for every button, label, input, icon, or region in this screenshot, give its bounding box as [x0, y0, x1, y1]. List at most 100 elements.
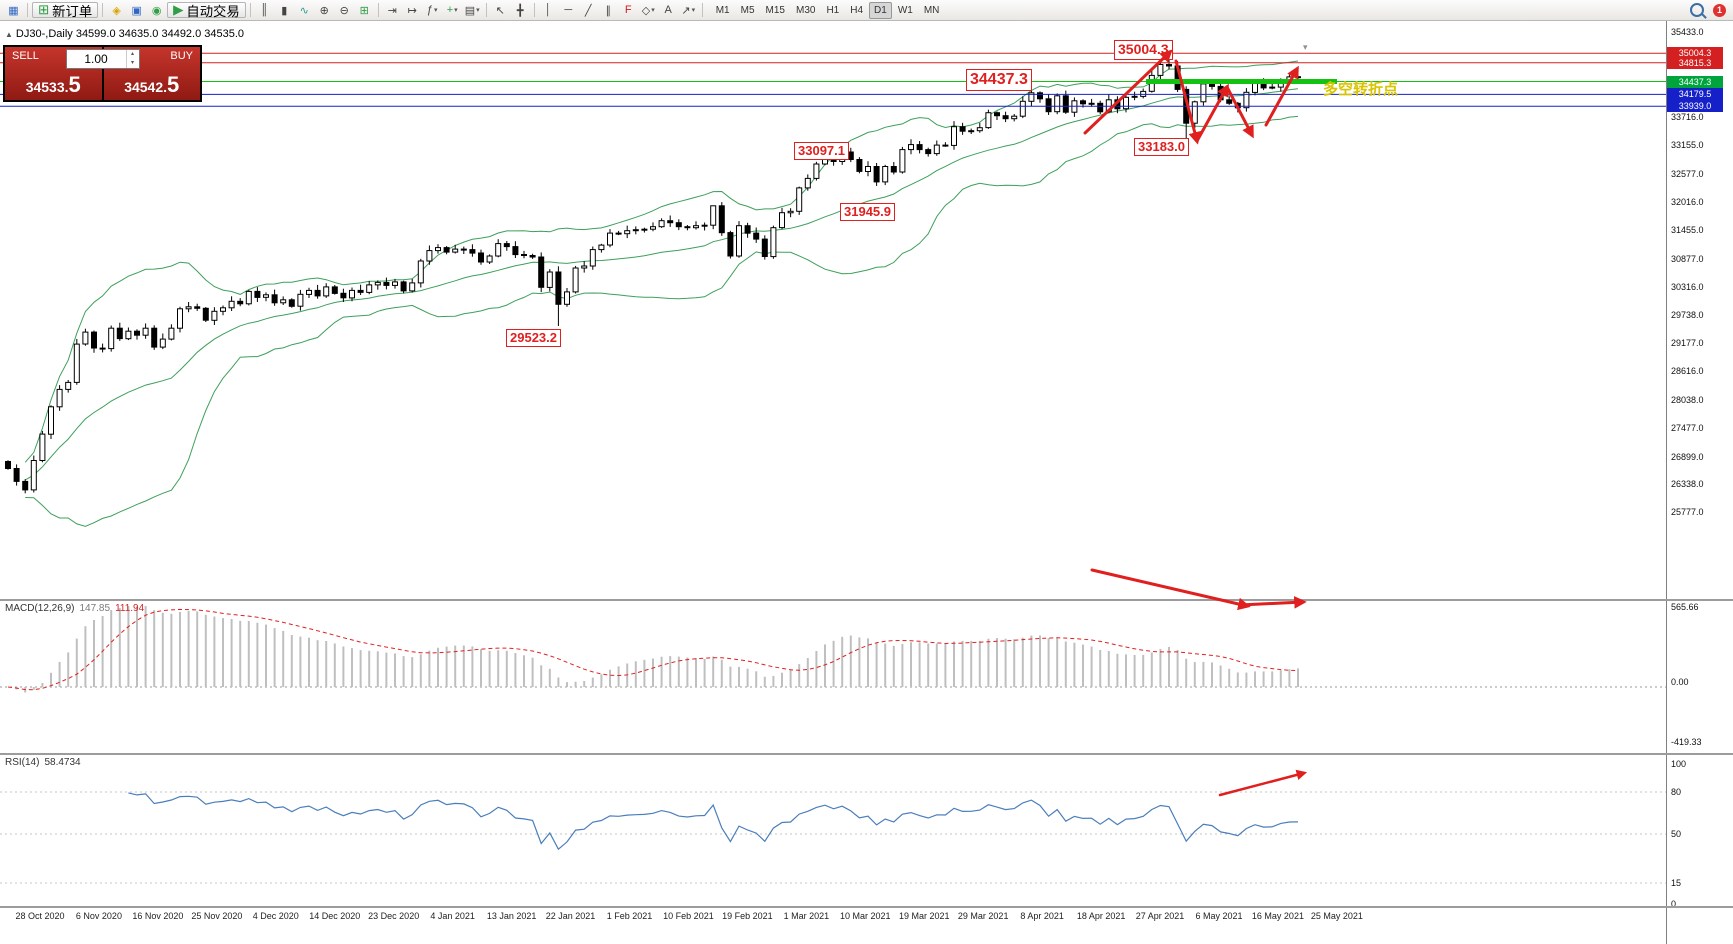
date-axis-label: 14 Dec 2020 [309, 911, 361, 921]
macd-signal-value: 111.94 [115, 603, 145, 614]
chart-shift-icon[interactable]: ↦ [407, 4, 417, 17]
data-window-icon[interactable]: ▣ [131, 4, 142, 17]
shapes-icon[interactable]: ◇ ▾ [639, 2, 658, 18]
toolbar: ▦ ⊞ 新订单 ◈ ▣ ◉ ▶ 自动交易 ║ ▮ ∿ ⊕ ⊖ ⊞ ⇥ ↦ ƒ ▾ … [0, 0, 1733, 21]
volume-up-button[interactable]: ▴ [130, 51, 134, 57]
market-watch-icon[interactable]: ◈ [112, 4, 121, 17]
fibonacci-icon[interactable]: F [624, 4, 632, 16]
vertical-line-icon[interactable]: │ [544, 4, 552, 16]
profiles-icon[interactable]: ▤ ▾ [463, 2, 482, 18]
auto-scroll-icon[interactable]: ⇥ [387, 4, 397, 17]
chart-shift-marker[interactable]: ▾ [1303, 42, 1308, 52]
chevron-down-icon: ▾ [454, 7, 458, 14]
text-tool-icon[interactable]: A [664, 4, 672, 16]
price-axis-label: 31455.0 [1671, 224, 1704, 235]
price-axis-label: 25777.0 [1671, 507, 1704, 518]
tf-m5-button[interactable]: M5 [740, 4, 755, 16]
tile-windows-icon[interactable]: ⊞ [359, 4, 369, 17]
toolbar-separator [377, 3, 379, 17]
date-axis-label: 23 Dec 2020 [368, 911, 420, 921]
zoom-out-icon[interactable]: ⊖ [339, 4, 349, 17]
price-axis-label: 33716.0 [1671, 112, 1704, 123]
crosshair-icon[interactable]: ╋ [516, 4, 524, 17]
channel-icon[interactable]: ∥ [605, 4, 611, 17]
chevron-down-icon: ▾ [434, 7, 438, 14]
rsi-panel-separator[interactable] [0, 753, 1733, 755]
notification-badge[interactable]: 1 [1713, 3, 1726, 17]
chart-collapse-icon[interactable]: ▲ [5, 30, 13, 39]
tf-d1-button[interactable]: D1 [869, 1, 892, 19]
price-axis-label: 29738.0 [1671, 310, 1704, 321]
search-icon[interactable] [1690, 3, 1704, 17]
volume-down-button[interactable]: ▾ [130, 60, 134, 66]
tf-m1-button[interactable]: M1 [715, 4, 730, 16]
autotrading-button[interactable]: ▶ 自动交易 [167, 2, 246, 19]
rsi-name: RSI(14) [5, 757, 40, 768]
price-annotation[interactable]: 29523.2 [506, 329, 561, 348]
rsi-axis-label: 50 [1671, 829, 1682, 839]
chart-window-icon[interactable]: ▦ [8, 4, 19, 17]
autotrading-icon: ▶ [173, 2, 184, 17]
one-click-trading-panel: SELL 34533. 5 BUY 34542. 5 1.00 ▴ ▾ [3, 45, 202, 102]
arrow-tool-icon[interactable]: ↗ ▾ [679, 2, 698, 18]
tf-mn-button[interactable]: MN [923, 4, 940, 16]
price-axis-badge: 34815.3 [1667, 56, 1723, 69]
cursor-icon[interactable]: ↖ [495, 4, 505, 17]
macd-main-value: 147.85 [79, 603, 111, 614]
toolbar-separator [27, 3, 28, 17]
date-axis-label: 27 Apr 2021 [1135, 911, 1185, 921]
buy-price: 34542. 5 [104, 62, 201, 100]
new-order-button[interactable]: ⊞ 新订单 [32, 2, 99, 19]
indicators-glyph: ƒ [426, 4, 434, 16]
tf-w1-button[interactable]: W1 [897, 4, 913, 16]
zoom-in-icon[interactable]: ⊕ [319, 4, 329, 17]
sell-button[interactable]: SELL 34533. 5 [5, 47, 102, 100]
price-axis-label: 28038.0 [1671, 394, 1704, 405]
new-chart-icon[interactable]: + ▾ [443, 2, 462, 18]
tf-m30-button[interactable]: M30 [795, 4, 816, 16]
price-annotation[interactable]: 31945.9 [840, 203, 895, 222]
text-annotation[interactable]: 多空转折点 [1323, 81, 1399, 98]
toolbar-separator [701, 3, 703, 17]
line-chart-icon[interactable]: ∿ [299, 4, 309, 17]
horizontal-line-icon[interactable]: ─ [564, 4, 573, 16]
bar-chart-icon[interactable]: ║ [260, 4, 269, 16]
new-chart-glyph: + [446, 4, 454, 16]
chart-workspace: ▲ DJ30-,Daily 34599.0 34635.0 34492.0 345… [0, 21, 1733, 944]
macd-panel-separator[interactable] [0, 599, 1733, 601]
volume-spinner: ▴ ▾ [125, 50, 139, 68]
date-axis-label: 6 Nov 2020 [75, 911, 122, 921]
date-axis-label: 25 Nov 2020 [191, 911, 243, 921]
indicators-icon[interactable]: ƒ ▾ [423, 2, 442, 18]
trendline-icon[interactable]: ╱ [584, 4, 592, 17]
price-annotation[interactable]: 35004.3 [1114, 40, 1173, 60]
date-axis-label: 19 Feb 2021 [722, 911, 773, 921]
macd-axis-bottom: -419.33 [1671, 737, 1702, 747]
tf-h4-button[interactable]: H4 [850, 4, 864, 16]
price-axis-label: 29177.0 [1671, 338, 1704, 349]
macd-panel[interactable] [0, 600, 1666, 753]
arrow-glyph: ↗ [681, 4, 691, 17]
time-axis[interactable]: 28 Oct 2020 6 Nov 2020 16 Nov 2020 25 Nov 2… [0, 907, 1666, 944]
buy-label: BUY [170, 50, 193, 62]
price-annotation[interactable]: 34437.3 [966, 69, 1032, 91]
rsi-value: 58.4734 [44, 757, 81, 768]
date-axis-label: 8 Apr 2021 [1020, 911, 1064, 921]
tf-m15-button[interactable]: M15 [765, 4, 785, 16]
price-annotation[interactable]: 33183.0 [1134, 138, 1189, 157]
price-axis[interactable]: 565.66 0.00 -419.33 35433.0 33716.0 33155.… [1666, 21, 1733, 944]
rsi-panel[interactable] [0, 754, 1666, 906]
date-axis-label: 29 Mar 2021 [957, 911, 1009, 921]
tf-h1-button[interactable]: H1 [826, 4, 840, 16]
volume-input[interactable]: 1.00 ▴ ▾ [65, 49, 140, 69]
macd-axis-top: 565.66 [1671, 602, 1699, 612]
navigator-icon[interactable]: ◉ [151, 4, 162, 17]
candlestick-chart-icon[interactable]: ▮ [281, 4, 288, 17]
chevron-down-icon: ▾ [476, 7, 480, 14]
price-axis-badge: 35004.3 [1667, 47, 1723, 60]
price-annotation[interactable]: 33097.1 [794, 142, 849, 161]
price-axis-label: 30316.0 [1671, 281, 1704, 292]
shapes-glyph: ◇ [641, 4, 651, 17]
main-price-chart[interactable] [0, 21, 1666, 599]
date-axis-label: 28 Oct 2020 [15, 911, 65, 921]
